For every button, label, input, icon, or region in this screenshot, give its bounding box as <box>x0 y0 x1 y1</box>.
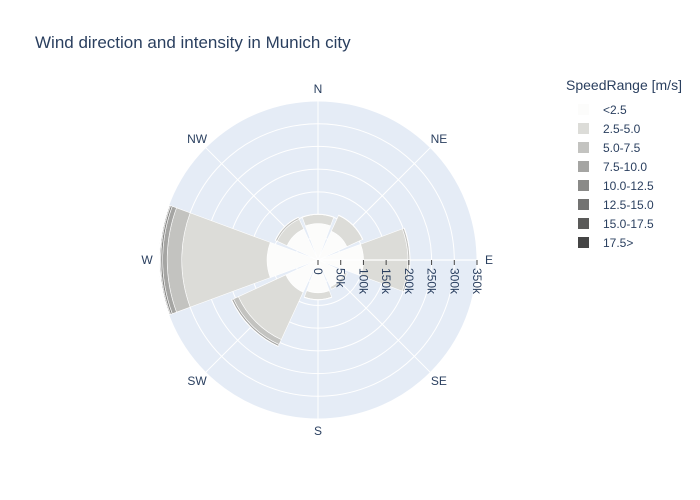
direction-labels: N NE E SE S SW W NW <box>141 82 493 438</box>
legend-item[interactable]: 12.5-15.0 <box>578 195 682 214</box>
radial-tick-label: 0 <box>311 268 325 275</box>
legend-label: 17.5> <box>603 235 634 250</box>
legend-item[interactable]: 10.0-12.5 <box>578 176 682 195</box>
bar-S-2 <box>303 296 333 301</box>
radial-axis: 0 50k 100k 150k 200k 250k 300k 350k <box>311 259 484 295</box>
radial-tick-label: 250k <box>425 268 439 295</box>
legend-swatch <box>578 180 589 191</box>
direction-label-NE: NE <box>431 132 448 146</box>
radial-tick-label: 300k <box>447 268 461 295</box>
direction-label-E: E <box>485 253 493 267</box>
legend-items: <2.5 2.5-5.0 5.0-7.5 7.5-10.0 10.0-12.5 12.5-… <box>566 100 682 252</box>
direction-label-S: S <box>314 424 322 438</box>
direction-label-N: N <box>314 82 323 96</box>
legend-label: 12.5-15.0 <box>603 197 654 212</box>
bar-NW-3 <box>274 216 299 241</box>
chart-title: Wind direction and intensity in Munich c… <box>35 33 351 52</box>
legend-item[interactable]: 17.5> <box>578 233 682 252</box>
legend-item[interactable]: 5.0-7.5 <box>578 138 682 157</box>
legend-title: SpeedRange [m/s] <box>566 77 682 93</box>
legend-label: 7.5-10.0 <box>603 159 648 174</box>
legend-swatch <box>578 218 589 229</box>
bar-E-3 <box>403 227 411 293</box>
bar-SW-4 <box>230 299 279 348</box>
legend-label: <2.5 <box>603 102 627 117</box>
radial-tick-label: 150k <box>379 268 393 295</box>
bar-W-7 <box>158 204 170 316</box>
bar-SE-1 <box>329 271 348 290</box>
legend-item[interactable]: 2.5-5.0 <box>578 119 682 138</box>
legend-swatch <box>578 142 589 153</box>
direction-label-SE: SE <box>431 374 447 388</box>
legend-item[interactable]: <2.5 <box>578 100 682 119</box>
legend-label: 10.0-12.5 <box>603 178 654 193</box>
direction-label-W: W <box>141 253 153 267</box>
radial-tick-label: 100k <box>356 268 370 295</box>
legend: SpeedRange [m/s] <2.5 2.5-5.0 5.0-7.5 7.5-1… <box>566 77 682 252</box>
legend-label: 2.5-5.0 <box>603 121 641 136</box>
bar-N-2 <box>301 213 335 218</box>
radial-tick-label: 200k <box>402 268 416 295</box>
legend-label: 5.0-7.5 <box>603 140 641 155</box>
legend-label: 15.0-17.5 <box>603 216 654 231</box>
legend-swatch <box>578 237 589 248</box>
radial-tick-label: 50k <box>334 268 348 288</box>
legend-item[interactable]: 15.0-17.5 <box>578 214 682 233</box>
wind-bars <box>158 204 411 348</box>
legend-swatch <box>578 104 589 115</box>
bar-NE-2 <box>338 214 364 240</box>
radial-tick-label: 350k <box>470 268 484 295</box>
direction-label-SW: SW <box>187 374 207 388</box>
direction-label-NW: NW <box>187 132 208 146</box>
legend-swatch <box>578 161 589 172</box>
legend-swatch <box>578 199 589 210</box>
legend-swatch <box>578 123 589 134</box>
legend-item[interactable]: 7.5-10.0 <box>578 157 682 176</box>
